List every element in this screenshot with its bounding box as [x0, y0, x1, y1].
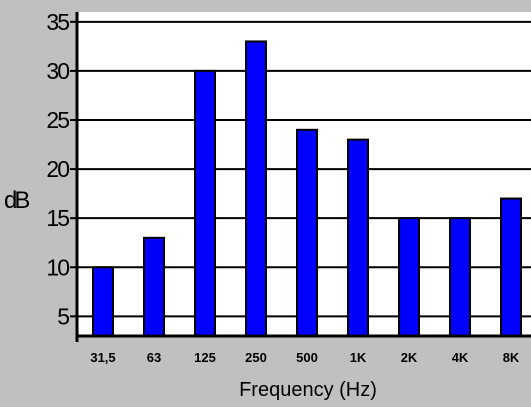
bar: [347, 138, 369, 337]
bar: [245, 40, 267, 337]
x-axis-title: Frequency (Hz): [239, 379, 377, 401]
x-tick-label: 4K: [452, 350, 469, 365]
y-tick-label: 15: [46, 205, 69, 231]
x-tick-label: 1K: [350, 350, 367, 365]
bar: [500, 197, 522, 337]
y-axis-title: dB: [4, 187, 29, 214]
x-tick-label: 63: [147, 350, 161, 365]
x-tick-label: 2K: [401, 350, 418, 365]
x-tick-label: 250: [245, 350, 267, 365]
bar: [194, 69, 216, 337]
y-tick-label: 25: [46, 107, 69, 133]
y-tick-label: 20: [46, 156, 69, 182]
bar: [296, 128, 318, 337]
y-tick-label: 30: [46, 58, 69, 84]
bar: [449, 217, 471, 338]
x-tick-label: 125: [194, 350, 216, 365]
x-tick-label: 31,5: [90, 350, 115, 365]
y-tick-label: 10: [46, 254, 69, 280]
x-tick-label: 8K: [503, 350, 520, 365]
bar: [143, 236, 165, 337]
plot-area-group: 5 10 15 20 25 30 35 31,5 63 125 250 500 1K 2K 4K 8K: [46, 9, 531, 365]
x-tick-label: 500: [296, 350, 318, 365]
y-tick-label: 5: [57, 303, 69, 329]
bar: [398, 217, 420, 338]
y-tick-label: 35: [46, 9, 69, 35]
bar: [92, 266, 114, 338]
